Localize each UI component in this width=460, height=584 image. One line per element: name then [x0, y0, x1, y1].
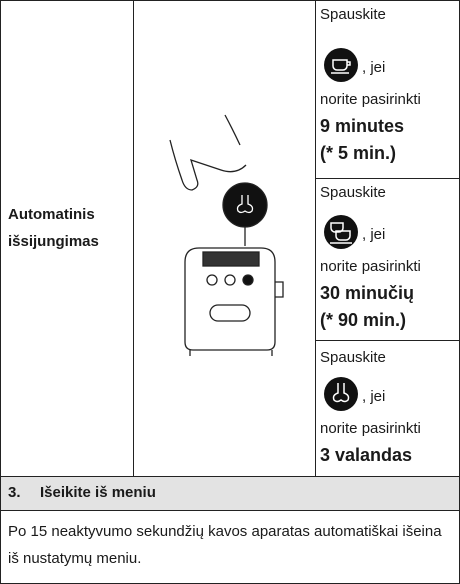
machine-illustration — [169, 114, 284, 356]
section-header-bg — [0, 476, 460, 510]
row-label: Automatinis — [8, 206, 95, 223]
press-text: Spauskite — [320, 184, 386, 201]
icon-double-cup — [324, 215, 358, 249]
option-value: (* 90 min.) — [320, 310, 407, 330]
choose-text: norite pasirinkti — [320, 91, 421, 108]
press-text: Spauskite — [320, 349, 386, 366]
option-value: 30 minučių — [320, 283, 415, 303]
choose-text: norite pasirinkti — [320, 258, 421, 275]
press-text: Spauskite — [320, 6, 386, 23]
option-value: 9 minutes — [320, 116, 405, 136]
option-value: 3 valandas — [320, 445, 413, 465]
if-text: , jei — [362, 59, 386, 76]
row-label: išsijungimas — [8, 233, 99, 250]
icon-steam — [324, 377, 358, 411]
choose-text: norite pasirinkti — [320, 420, 421, 437]
section-text: Po 15 neaktyvumo sekundžių kavos aparata… — [8, 523, 442, 567]
if-text: , jei — [362, 226, 386, 243]
section-number: 3. — [8, 484, 21, 501]
section-title: Išeikite iš meniu — [40, 484, 156, 501]
option-value: (* 5 min.) — [320, 143, 397, 163]
if-text: , jei — [362, 388, 386, 405]
icon-espresso — [324, 48, 358, 82]
